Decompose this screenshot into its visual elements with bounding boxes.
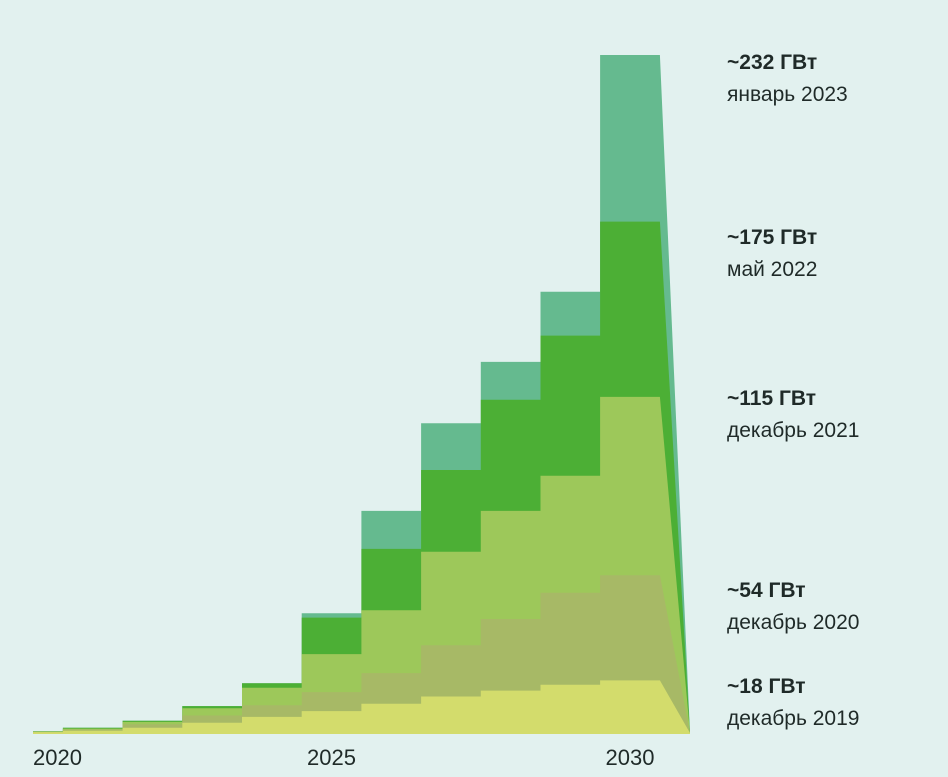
x-tick-label: 2025	[307, 745, 356, 770]
annotation-232-gw: ~232 ГВт январь 2023	[727, 50, 848, 108]
chart-areas	[33, 55, 690, 734]
annotation-115-gw: ~115 ГВт декабрь 2021	[727, 386, 859, 444]
annotation-date: декабрь 2021	[727, 419, 860, 442]
annotation-54-gw: ~54 ГВт декабрь 2020	[727, 578, 859, 636]
x-axis-ticks: 2020 2025 2030	[33, 745, 654, 770]
annotation-175-gw: ~175 ГВт май 2022	[727, 225, 817, 283]
annotation-date: декабрь 2019	[727, 707, 860, 730]
annotation-date: декабрь 2020	[727, 611, 860, 634]
annotation-value: ~175 ГВт	[727, 226, 818, 249]
annotation-value: ~54 ГВт	[727, 579, 806, 602]
annotation-date: май 2022	[727, 258, 818, 281]
area-series-0	[33, 680, 690, 733]
x-tick-label: 2030	[606, 745, 655, 770]
annotation-value: ~18 ГВт	[727, 675, 806, 698]
annotation-date: январь 2023	[727, 83, 848, 106]
annotation-value: ~115 ГВт	[727, 387, 817, 410]
annotation-value: ~232 ГВт	[727, 51, 818, 74]
annotation-18-gw: ~18 ГВт декабрь 2019	[727, 674, 859, 732]
x-tick-label: 2020	[33, 745, 82, 770]
